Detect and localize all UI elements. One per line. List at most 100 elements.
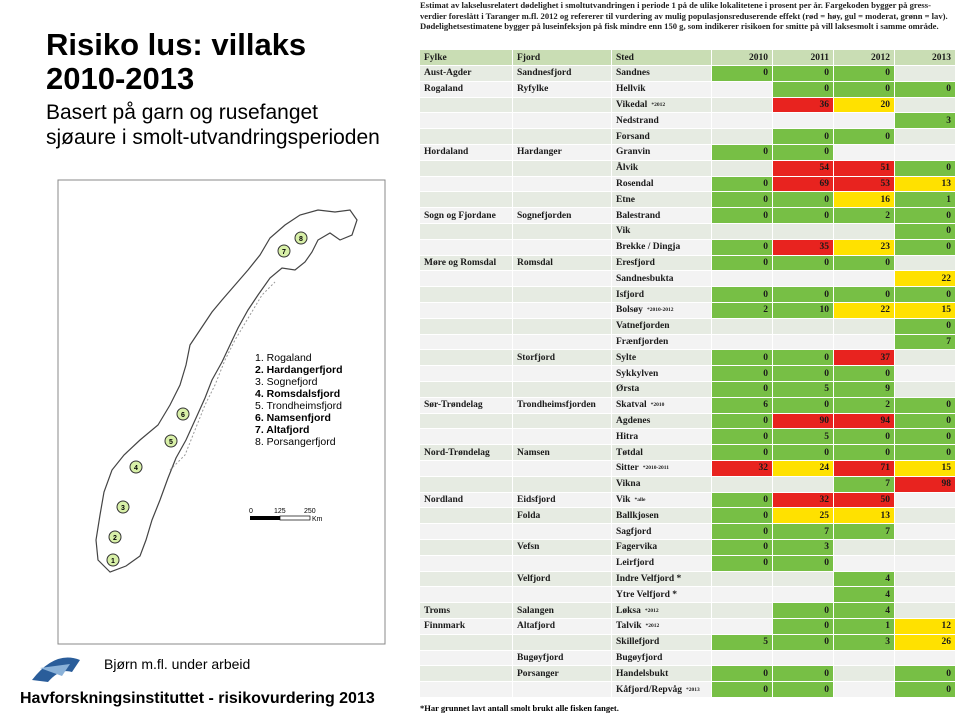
table-cell [420, 571, 513, 588]
norway-outline [95, 209, 358, 573]
table-cell [895, 492, 956, 509]
table-cell [834, 540, 895, 556]
marker-label: 4 [134, 465, 138, 472]
place: Agdenes [616, 415, 651, 426]
table-cell: 0 [895, 429, 956, 446]
subtitle-line: sjøaure i smolt-utvandringsperioden [46, 126, 380, 149]
marker-label: 3 [121, 505, 125, 512]
table-cell [420, 382, 513, 398]
table-cell: 0 [895, 413, 956, 430]
table-cell: 0 [895, 318, 956, 335]
table-cell: Isfjord [612, 287, 712, 303]
marker [108, 530, 122, 544]
table-cell [513, 160, 612, 177]
table-cell [513, 429, 612, 446]
note: *2013 [685, 686, 700, 693]
table-cell: Agdenes [612, 413, 712, 430]
table-cell: 0 [712, 350, 773, 367]
table-cell: Hitra [612, 429, 712, 446]
table-cell: 7 [895, 334, 956, 351]
table-caption: Estimat av lakselusrelatert dødelighet i… [420, 0, 948, 32]
table-cell [834, 145, 895, 161]
table-cell [420, 508, 513, 525]
table-cell [513, 382, 612, 398]
table-cell: 0 [712, 208, 773, 224]
table-cell [513, 476, 612, 493]
table-cell [712, 113, 773, 130]
scale-label: 0 [249, 508, 253, 515]
table-cell [420, 287, 513, 303]
table-cell: 3 [895, 113, 956, 130]
table-cell [712, 476, 773, 493]
legend-item: 3. Sognefjord [255, 376, 318, 388]
table-cell [712, 571, 773, 588]
table-cell: 0 [712, 145, 773, 161]
table-cell [773, 271, 834, 288]
table-cell: Eresfjord [612, 255, 712, 272]
note: *2012 [644, 607, 659, 614]
place: Hellvik [616, 84, 646, 95]
table-cell [420, 271, 513, 288]
scale-label: 250 [304, 508, 316, 515]
table-cell: 0 [712, 239, 773, 256]
table-cell: 32 [712, 461, 773, 477]
marker [294, 231, 308, 245]
table-cell: Kåfjord/Repvåg *2013 [612, 682, 712, 698]
place: Skatval [616, 400, 647, 411]
table-cell: Sør-Trøndelag [420, 397, 513, 414]
table-cell [420, 192, 513, 209]
table-cell: Granvin [612, 145, 712, 161]
table-cell: Altafjord [513, 619, 612, 635]
table-cell [420, 113, 513, 130]
table-cell: 0 [895, 445, 956, 461]
table-cell: Vik [612, 224, 712, 240]
legend-item: 1. Rogaland [255, 352, 312, 364]
table-cell [513, 97, 612, 114]
table-cell: 53 [834, 176, 895, 193]
table-cell: 16 [834, 192, 895, 209]
table-cell: 37 [834, 350, 895, 367]
table-cell [513, 334, 612, 351]
table-cell [895, 97, 956, 114]
place: Etne [616, 194, 635, 205]
table-cell: Ryfylke [513, 81, 612, 98]
table-cell [513, 192, 612, 209]
place: Vikna [616, 479, 641, 490]
place: Sandnesbukta [616, 273, 674, 284]
table-cell: 0 [712, 429, 773, 446]
table-cell: Vatnefjorden [612, 318, 712, 335]
table-cell [895, 382, 956, 398]
marker [106, 553, 120, 567]
table-cell [834, 334, 895, 351]
map-frame [57, 179, 386, 645]
legend-item: 6. Namsenfjord [255, 412, 331, 424]
marker-label: 5 [169, 439, 173, 446]
table-cell: 0 [712, 445, 773, 461]
marker-label: 2 [113, 535, 117, 542]
table-cell: 0 [773, 666, 834, 683]
table-cell [513, 634, 612, 651]
table-cell: Nedstrand [612, 113, 712, 130]
table-cell: Leirfjord [612, 555, 712, 572]
table-cell: Aust-Agder [420, 66, 513, 82]
table-cell [420, 476, 513, 493]
legend-item: 7. Altafjord [255, 424, 309, 436]
table-cell: 7 [834, 476, 895, 493]
table-cell: Hellvik [612, 81, 712, 98]
place: Sylte [616, 352, 637, 363]
table-cell: 4 [834, 603, 895, 619]
scale-label: 125 [274, 508, 286, 515]
scale-bar [279, 515, 311, 521]
table-cell: 98 [895, 476, 956, 493]
table-cell: 12 [895, 619, 956, 635]
table-cell: Trondheimsfjorden [513, 397, 612, 414]
marker [176, 407, 190, 421]
table-cell [420, 176, 513, 193]
place: Indre Velfjord * [616, 573, 682, 584]
table-cell: Møre og Romsdal [420, 255, 513, 272]
table-cell [712, 603, 773, 619]
table-cell: 90 [773, 413, 834, 430]
place: Vik [616, 494, 631, 505]
table-cell: 24 [773, 461, 834, 477]
